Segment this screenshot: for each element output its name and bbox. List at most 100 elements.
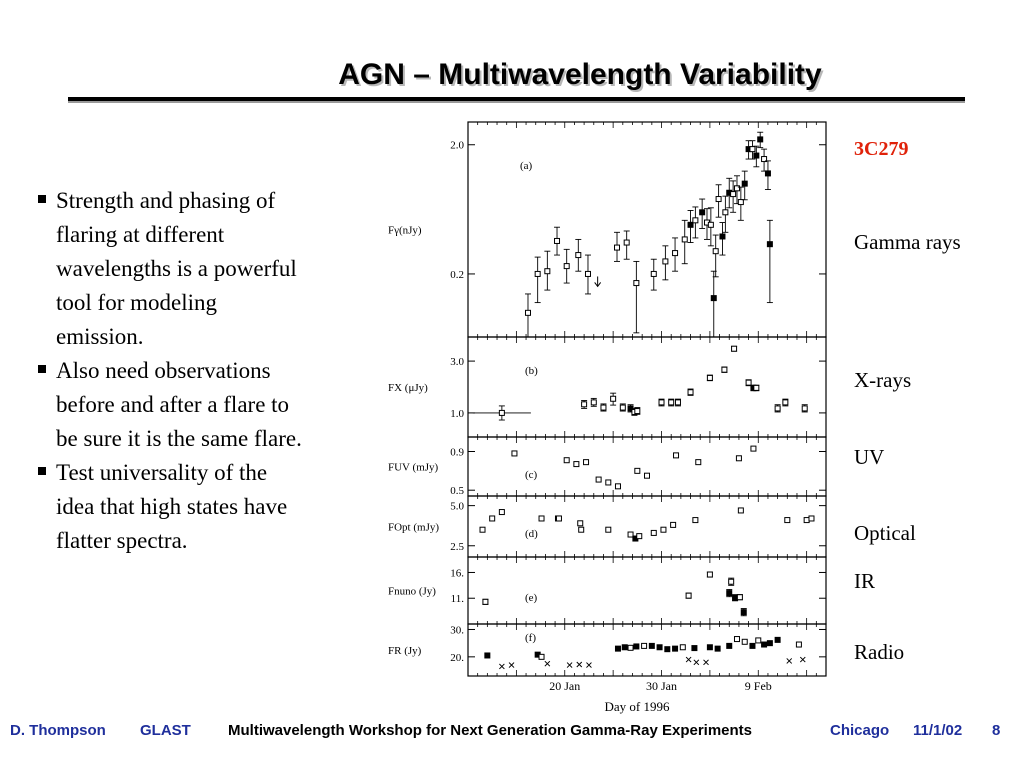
data-point-open bbox=[808, 515, 815, 522]
data-point-open bbox=[722, 209, 729, 216]
bullet-text: Also need observations before and after … bbox=[56, 358, 302, 451]
data-point-cross bbox=[685, 656, 692, 663]
data-point-filled bbox=[766, 241, 773, 248]
y-tick-label: 2.0 bbox=[450, 140, 464, 152]
data-point-filled bbox=[740, 609, 747, 616]
x-tick-label: 20 Jan bbox=[549, 679, 580, 693]
panel-frame-d bbox=[467, 495, 827, 558]
data-point-open bbox=[706, 571, 713, 578]
bullet-text: Test universality of the idea that high … bbox=[56, 460, 288, 553]
data-point-open bbox=[679, 644, 686, 651]
data-point-open bbox=[590, 399, 597, 406]
radio-label: Radio bbox=[854, 640, 905, 664]
data-point-open bbox=[660, 526, 667, 533]
footer-workshop: Multiwavelength Workshop for Next Genera… bbox=[228, 722, 753, 739]
data-point-open bbox=[712, 248, 719, 255]
data-point-filled bbox=[761, 641, 768, 648]
data-point-open bbox=[524, 309, 531, 316]
data-point-open bbox=[633, 280, 640, 287]
y-tick-label: 0.5 bbox=[450, 485, 464, 497]
data-point-filled bbox=[757, 136, 764, 143]
data-point-open bbox=[583, 459, 590, 466]
data-point-open bbox=[575, 252, 582, 259]
data-point-open bbox=[498, 409, 505, 416]
data-point-open bbox=[538, 653, 545, 660]
data-point-open bbox=[672, 250, 679, 257]
data-point-filled bbox=[648, 642, 655, 649]
data-point-open bbox=[555, 515, 562, 522]
data-point-filled bbox=[664, 646, 671, 653]
data-point-filled bbox=[714, 645, 721, 652]
data-point-filled bbox=[484, 652, 491, 659]
x-tick-label: 9 Feb bbox=[745, 679, 772, 693]
data-point-open bbox=[614, 483, 621, 490]
y-tick-label: 3.0 bbox=[450, 356, 464, 368]
panel-tag-e: (e) bbox=[525, 592, 538, 604]
data-point-open bbox=[737, 199, 744, 206]
data-point-filled bbox=[764, 170, 771, 177]
y-tick-label: 16. bbox=[450, 567, 464, 579]
footer-page: 8 bbox=[992, 722, 1001, 739]
data-point-open bbox=[750, 445, 757, 452]
y-axis-label-a: Fγ(nJy) bbox=[388, 225, 422, 237]
data-point-filled bbox=[726, 642, 733, 649]
data-point-open bbox=[733, 636, 740, 643]
data-point-open bbox=[489, 515, 496, 522]
data-point-open bbox=[753, 384, 760, 391]
panel-frame-f bbox=[467, 623, 827, 677]
data-point-open bbox=[737, 507, 744, 514]
data-point-open bbox=[673, 452, 680, 459]
data-point-open bbox=[706, 374, 713, 381]
bullet-item: Also need observations before and after … bbox=[36, 354, 306, 456]
data-point-open bbox=[584, 270, 591, 277]
data-point-filled bbox=[774, 636, 781, 643]
data-point-filled bbox=[672, 645, 679, 652]
data-point-cross bbox=[586, 662, 592, 668]
footer-mission: GLAST bbox=[140, 722, 191, 739]
y-axis-label-c: FUV (mJy) bbox=[388, 462, 439, 474]
data-point-open bbox=[803, 517, 810, 524]
data-point-open bbox=[627, 644, 634, 651]
data-point-open bbox=[784, 517, 791, 524]
data-point-open bbox=[578, 526, 585, 533]
y-tick-label: 5.0 bbox=[450, 501, 464, 513]
data-point-filled bbox=[766, 640, 773, 647]
bullet-text: Strength and phasing of flaring at diffe… bbox=[56, 188, 297, 349]
panel-tag-b: (b) bbox=[525, 365, 538, 377]
data-point-open bbox=[595, 476, 602, 483]
data-point-filled bbox=[753, 152, 760, 159]
data-point-filled bbox=[656, 644, 663, 651]
data-point-cross bbox=[693, 659, 700, 666]
data-point-open bbox=[735, 455, 742, 462]
data-point-open bbox=[619, 404, 626, 411]
y-tick-label: 0.9 bbox=[450, 447, 464, 459]
data-point-filled bbox=[706, 644, 713, 651]
upper-limit-marker bbox=[594, 282, 602, 288]
panel-tag-f: (f) bbox=[525, 632, 536, 644]
data-point-cross bbox=[576, 661, 583, 668]
ir-label: IR bbox=[854, 569, 875, 593]
data-point-open bbox=[605, 479, 612, 486]
footer: D. Thompson GLAST Multiwavelength Worksh… bbox=[10, 722, 1014, 744]
data-point-open bbox=[658, 399, 665, 406]
data-point-cross bbox=[566, 662, 573, 668]
footer-place: Chicago bbox=[830, 722, 890, 739]
data-point-open bbox=[687, 389, 694, 396]
data-point-cross bbox=[703, 659, 709, 666]
data-point-cross bbox=[499, 663, 505, 670]
panel-frame-e bbox=[467, 556, 827, 625]
x-tick-label: 30 Jan bbox=[646, 679, 677, 693]
data-point-filled bbox=[710, 295, 717, 302]
y-tick-label: 0.2 bbox=[450, 269, 464, 281]
data-point-open bbox=[636, 533, 643, 540]
data-point-cross bbox=[786, 658, 793, 664]
data-point-open bbox=[623, 239, 630, 246]
data-point-open bbox=[573, 461, 580, 468]
data-point-open bbox=[774, 405, 781, 412]
optical-label: Optical bbox=[854, 521, 916, 545]
y-tick-label: 11. bbox=[451, 593, 465, 605]
data-point-open bbox=[755, 637, 762, 644]
y-tick-label: 2.5 bbox=[450, 541, 464, 553]
footer-author: D. Thompson bbox=[10, 722, 106, 739]
data-point-open bbox=[670, 521, 677, 528]
